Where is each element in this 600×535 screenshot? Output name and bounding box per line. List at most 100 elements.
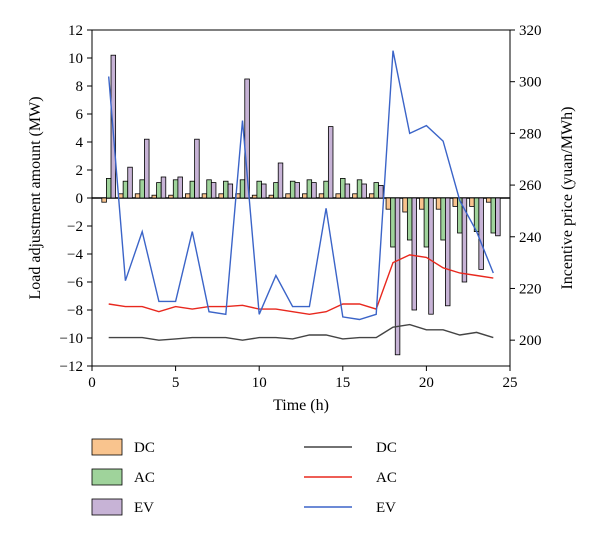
legend-label-line-ev: EV xyxy=(376,500,396,516)
bar-ev xyxy=(194,138,200,199)
bar-dc xyxy=(402,197,408,213)
left-y-tick-label: −2 xyxy=(67,219,83,235)
legend-label-line-dc: DC xyxy=(376,440,397,456)
bar-dc xyxy=(318,193,325,199)
bar-ev xyxy=(127,166,133,199)
bar-ev xyxy=(311,182,317,199)
left-y-tick-label: 2 xyxy=(76,163,84,179)
legend-label-line-ac: AC xyxy=(376,470,397,486)
bar-ac xyxy=(239,179,246,199)
bar-ac xyxy=(473,197,480,232)
bar-dc xyxy=(151,194,157,199)
bar-ac xyxy=(490,197,496,234)
bar-ev xyxy=(294,182,300,199)
line-ev xyxy=(108,50,494,321)
left-y-tick-label: 10 xyxy=(68,51,83,67)
x-tick-label: 10 xyxy=(252,375,267,391)
left-y-tick-label: −10 xyxy=(60,331,83,347)
bar-dc xyxy=(268,194,275,199)
bar-ac xyxy=(106,177,112,199)
bar-ev xyxy=(361,183,367,199)
bar-ac xyxy=(273,182,279,199)
left-y-tick-label: 12 xyxy=(68,23,83,39)
legend-label-bar-ev: EV xyxy=(134,500,154,516)
right-y-tick-label: 320 xyxy=(519,23,542,39)
bar-dc xyxy=(134,193,141,199)
bar-ev xyxy=(495,197,501,237)
left-y-tick-label: 8 xyxy=(76,79,84,95)
left-y-tick-label: −4 xyxy=(67,247,83,263)
line-ac xyxy=(108,254,494,316)
x-tick-label: 5 xyxy=(172,375,180,391)
bar-dc xyxy=(368,193,375,199)
right-y-tick-label: 200 xyxy=(519,333,542,349)
bar-dc xyxy=(452,197,458,207)
bar-dc xyxy=(419,197,425,210)
bar-ac xyxy=(423,197,430,248)
bar-dc xyxy=(285,193,291,199)
bar-ac xyxy=(122,180,129,199)
legend-label-bar-ac: AC xyxy=(134,470,155,486)
bar-dc xyxy=(352,193,358,199)
bar-ev xyxy=(244,78,250,199)
bar-ac xyxy=(139,179,145,199)
x-tick-label: 0 xyxy=(88,375,96,391)
x-axis-label: Time (h) xyxy=(273,397,329,414)
bar-ac xyxy=(340,177,346,199)
bar-ac xyxy=(390,197,396,248)
bar-ev xyxy=(478,197,484,270)
right-y-tick-label: 260 xyxy=(519,178,542,194)
right-y-axis-ticks: 200 220 240 260 280 300 320 xyxy=(510,23,542,349)
bar-ev xyxy=(428,197,434,315)
left-y-tick-label: 6 xyxy=(76,107,84,123)
bar-dc xyxy=(302,193,308,199)
legend: DC AC EV DC AC EV xyxy=(91,438,397,516)
right-y-axis-label: Incentive price (yuan/MWh) xyxy=(559,106,576,289)
bar-ac xyxy=(289,180,296,199)
bar-ev xyxy=(261,183,267,199)
bar-ac xyxy=(189,180,196,199)
bar-ac xyxy=(356,179,363,199)
bar-ev xyxy=(210,182,217,199)
bar-ac xyxy=(406,197,413,241)
bar-dc xyxy=(435,197,442,210)
left-y-tick-label: −12 xyxy=(60,359,83,375)
bar-dc xyxy=(101,197,107,203)
left-y-tick-label: −8 xyxy=(67,303,83,319)
bar-dc xyxy=(185,193,191,199)
bar-dc xyxy=(218,193,224,199)
bar-ac xyxy=(223,180,229,199)
left-y-axis-label: Load adjustment amount (MW) xyxy=(27,96,44,299)
bar-ev xyxy=(144,138,150,199)
bar-ev xyxy=(378,184,384,199)
bar-ac xyxy=(172,179,179,199)
x-tick-label: 20 xyxy=(419,375,434,391)
bar-ev xyxy=(461,197,468,283)
right-y-tick-label: 280 xyxy=(519,126,542,142)
x-axis-ticks: 0 5 10 15 20 25 xyxy=(88,366,518,391)
bar-ev xyxy=(177,176,183,199)
bar-ev xyxy=(227,183,234,199)
legend-label-bar-dc: DC xyxy=(134,440,155,456)
line-dc xyxy=(108,323,494,341)
bar-ev xyxy=(445,197,451,307)
bar-ac xyxy=(156,182,162,199)
bar-dc xyxy=(385,197,392,210)
left-y-tick-label: 4 xyxy=(76,135,84,151)
bar-ac xyxy=(323,180,329,199)
bar-dc xyxy=(469,197,475,207)
bar-ev xyxy=(160,176,167,199)
x-tick-label: 25 xyxy=(503,375,518,391)
bar-ac xyxy=(206,179,212,199)
x-tick-label: 15 xyxy=(335,375,350,391)
legend-swatch-bar-ev xyxy=(91,498,123,516)
bar-series-group xyxy=(101,54,501,356)
bar-dc xyxy=(251,194,258,199)
bar-dc xyxy=(168,194,174,199)
bar-ac xyxy=(256,180,262,199)
right-y-tick-label: 240 xyxy=(519,230,542,246)
line-series-group xyxy=(108,50,494,341)
bar-dc xyxy=(485,197,492,203)
bar-dc xyxy=(201,193,208,199)
bar-ev xyxy=(411,197,417,311)
